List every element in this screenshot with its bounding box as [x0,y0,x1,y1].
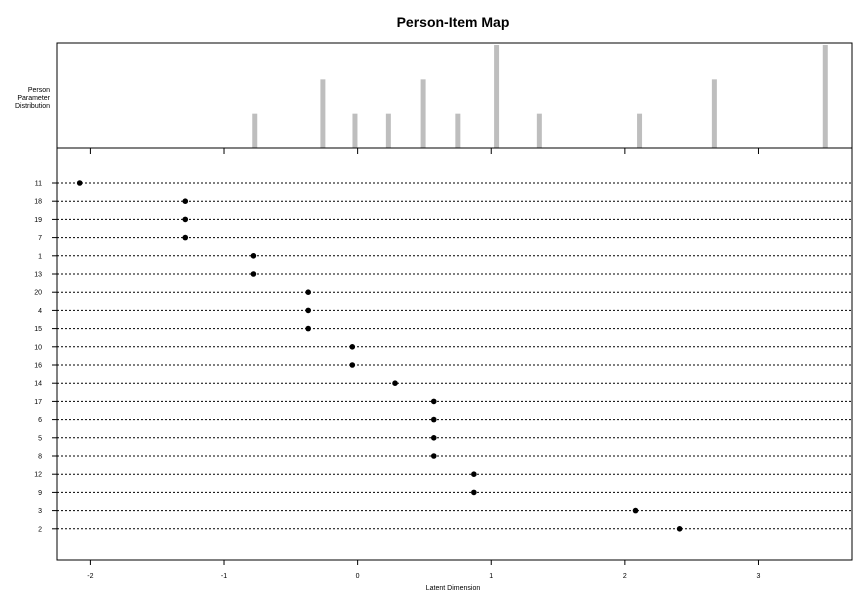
item-location-point [182,234,189,241]
item-row: 11 [35,180,852,188]
distribution-bar [637,113,643,148]
item-row: 6 [38,416,852,424]
item-label: 7 [38,235,42,242]
item-label: 10 [34,344,42,351]
x-axis-label: Latent Dimension [426,585,481,592]
item-row: 4 [38,307,852,315]
item-location-point [471,471,477,478]
distribution-bar [420,79,426,148]
distribution-bar [352,113,358,148]
item-label: 12 [34,472,42,479]
x-tick-label: 0 [356,573,360,580]
item-location-point [250,271,257,277]
x-tick-label: -2 [87,573,93,580]
top-panel-label-line-1: Person [28,87,50,94]
item-row: 16 [34,362,852,370]
item-label: 14 [34,381,42,388]
item-row: 20 [34,289,852,297]
item-location-point [632,507,639,514]
distribution-bar [536,113,542,148]
item-row: 5 [38,435,852,442]
item-label: 1 [38,253,42,260]
item-rows: 11 18 19 7 1 13 20 4 15 10 16 14 17 6 5 8 12 9 3 2 [34,180,852,533]
distribution-bar [385,113,391,148]
item-label: 18 [34,199,42,206]
chart-title: Person-Item Map [397,14,510,30]
item-row: 19 [34,216,852,224]
item-row: 10 [34,344,852,351]
item-label: 3 [38,508,42,515]
item-location-point [349,362,356,368]
distribution-bar [711,79,717,148]
distribution-bar [822,45,828,148]
item-row: 2 [38,526,852,533]
distribution-bars [252,45,828,148]
item-location-point [430,398,437,405]
distribution-bar [494,45,500,148]
item-row: 17 [34,398,852,406]
item-label: 16 [34,363,42,370]
item-row: 9 [38,489,852,497]
item-location-point [305,307,311,314]
item-location-point [430,416,437,423]
item-label: 17 [34,399,42,406]
item-label: 20 [34,290,42,297]
x-tick-label: 3 [757,573,761,580]
distribution-bar [320,79,326,148]
item-label: 9 [38,490,42,497]
item-location-point [250,253,257,259]
x-axis: -2 -1 0 1 2 3 [87,560,761,580]
item-row: 8 [38,453,852,461]
item-location-point [182,198,189,204]
item-row: 18 [34,198,852,206]
distribution-bar [455,113,461,148]
item-label: 5 [38,435,42,442]
top-panel-label-line-2: Parameter [17,95,50,102]
item-label: 15 [34,326,42,333]
item-location-point [182,216,189,223]
item-label: 6 [38,417,42,424]
top-axis-ticks [89,148,759,154]
item-label: 8 [38,454,42,461]
x-tick-label: 1 [489,573,493,580]
item-panel-frame [56,147,853,561]
item-row: 1 [38,253,852,260]
top-panel-label-line-3: Distribution [15,103,50,110]
item-row: 14 [34,380,852,388]
item-location-point [430,435,437,441]
distribution-bar [252,113,258,148]
item-location-point [349,344,356,350]
item-location-point [76,180,83,186]
item-row: 13 [34,271,852,279]
item-row: 3 [38,507,852,515]
top-panel-label: Person Parameter Distribution [15,87,51,110]
item-location-point [471,489,477,496]
item-location-point [305,325,311,332]
item-label: 11 [35,181,42,188]
item-label: 19 [34,217,42,224]
item-row: 7 [38,234,852,242]
x-tick-label: -1 [221,573,227,580]
item-label: 2 [38,526,42,533]
item-location-point [392,380,398,387]
item-label: 4 [38,308,42,315]
item-label: 13 [34,272,42,279]
item-location-point [305,289,311,296]
item-location-point [430,453,437,459]
item-location-point [676,526,683,532]
item-row: 12 [34,471,852,479]
distribution-panel-frame [56,42,853,149]
x-tick-label: 2 [623,573,627,580]
item-row: 15 [34,325,852,333]
